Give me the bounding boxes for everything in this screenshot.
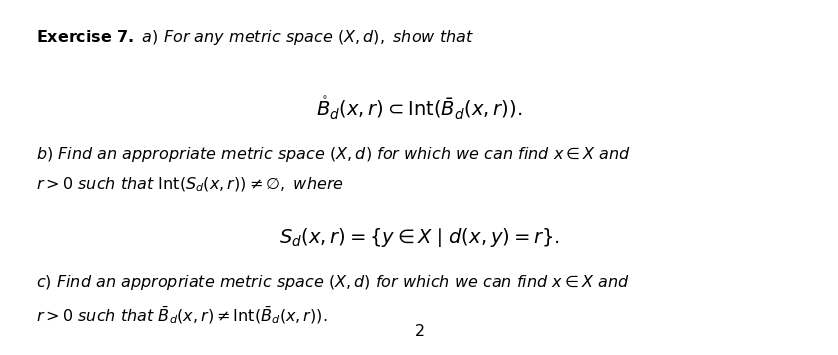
Text: $\mathbf{Exercise\ 7.}$ $\it{a)\ For\ any\ metric\ space\ }$$(X, d),$$\it{\ show: $\mathbf{Exercise\ 7.}$ $\it{a)\ For\ an… bbox=[36, 28, 473, 48]
Text: $r > 0$$\it{\ such\ that\ }$$\bar{B}_d(x, r) \neq \mathrm{Int}(\bar{B}_d(x, r)).: $r > 0$$\it{\ such\ that\ }$$\bar{B}_d(x… bbox=[36, 304, 327, 326]
Text: $\mathring{B}_d(x, r) \subset \mathrm{Int}(\bar{B}_d(x, r)).$: $\mathring{B}_d(x, r) \subset \mathrm{In… bbox=[316, 94, 522, 121]
Text: $\it{b)\ Find\ an\ appropriate\ metric\ space\ }$$(X, d)$$\it{\ for\ which\ we\ : $\it{b)\ Find\ an\ appropriate\ metric\ … bbox=[36, 144, 631, 164]
Text: $S_d(x, r) = \{y \in X \mid d(x, y) = r\}.$: $S_d(x, r) = \{y \in X \mid d(x, y) = r\… bbox=[279, 226, 559, 249]
Text: $\it{c)\ Find\ an\ appropriate\ metric\ space\ }$$(X, d)$$\it{\ for\ which\ we\ : $\it{c)\ Find\ an\ appropriate\ metric\ … bbox=[36, 273, 629, 292]
Text: $2$: $2$ bbox=[414, 323, 424, 340]
Text: $r > 0$$\it{\ such\ that\ }$$\mathrm{Int}(S_d(x, r)) \neq \emptyset$$\it{,\ wher: $r > 0$$\it{\ such\ that\ }$$\mathrm{Int… bbox=[36, 176, 344, 194]
